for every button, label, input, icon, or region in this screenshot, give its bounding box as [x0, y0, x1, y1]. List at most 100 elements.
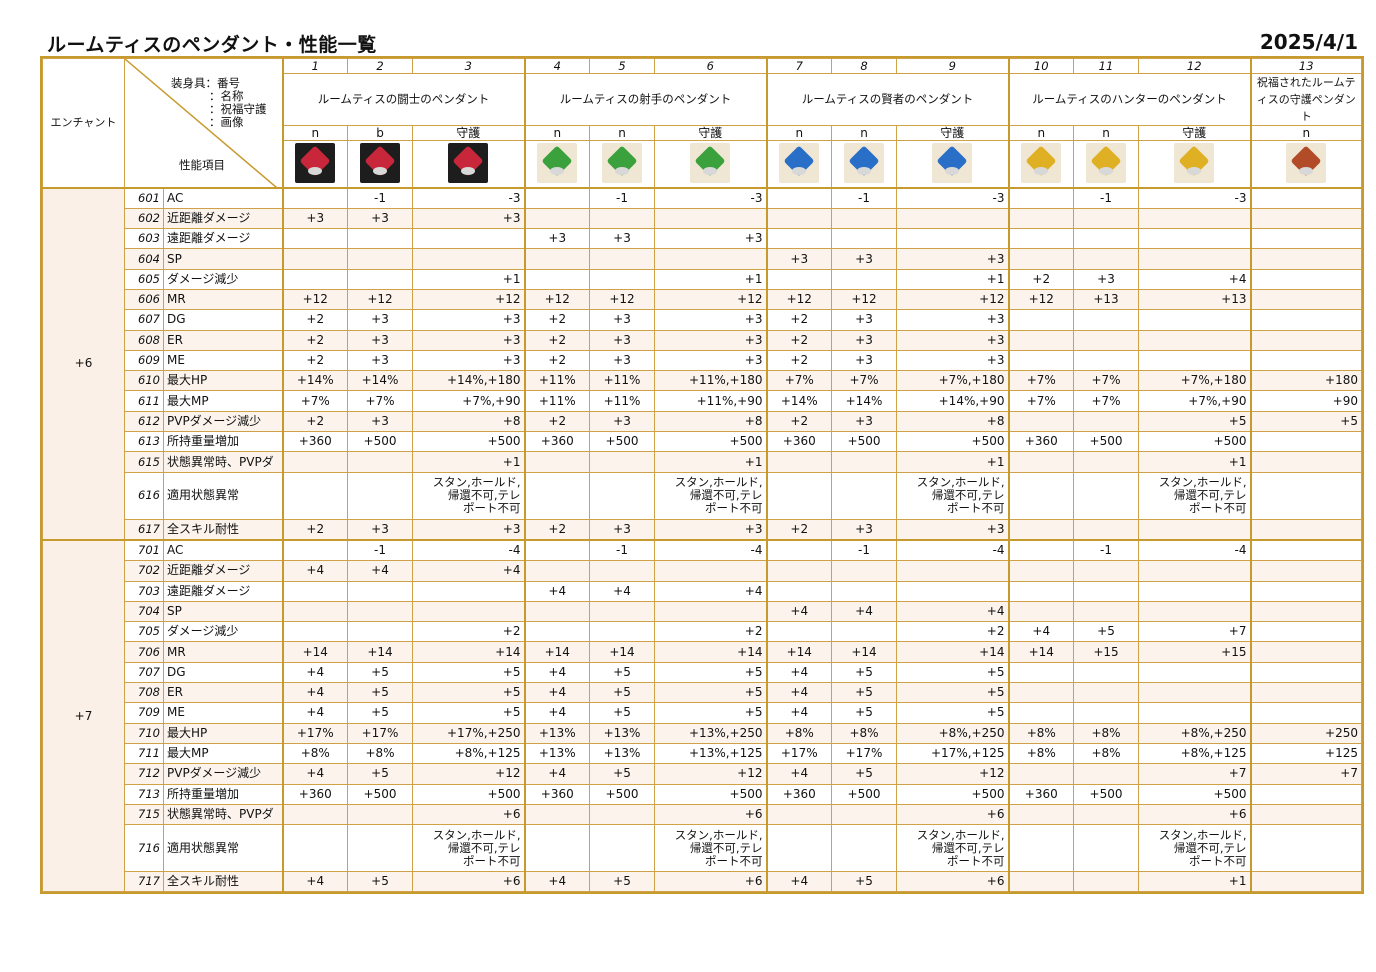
- value-cell: スタン,ホールド, 帰還不可,テレ ポート不可: [654, 471, 767, 520]
- pendant-blue-b-icon: [844, 142, 884, 183]
- value-cell: +5: [347, 763, 413, 785]
- value-cell: +8: [896, 410, 1009, 433]
- value-cell: +13: [1073, 288, 1139, 311]
- value-cell: +250: [1249, 722, 1362, 744]
- pendant-image-cell: [654, 140, 767, 188]
- value-cell: +7%: [1007, 390, 1074, 412]
- row-label: 適用状態異常: [163, 471, 283, 520]
- value-cell: -4: [1138, 538, 1251, 562]
- value-cell: [654, 207, 767, 230]
- value-cell: +13: [1138, 288, 1251, 311]
- pendant-image-cell: [347, 140, 413, 188]
- value-cell: +12: [589, 288, 655, 311]
- value-cell: +11%: [589, 390, 655, 412]
- value-cell: +5: [831, 763, 897, 785]
- value-cell: [281, 580, 348, 602]
- date-label: 2025/4/1: [1259, 30, 1358, 54]
- value-cell: +3: [831, 410, 897, 433]
- value-cell: +12: [281, 288, 348, 311]
- value-cell: [1249, 329, 1362, 351]
- value-cell: +500: [831, 783, 897, 805]
- row-number: 707: [124, 661, 164, 684]
- table-row: 617 全スキル耐性 +2 +3 +3 +2 +3 +3 +2 +3 +3: [43, 518, 1362, 541]
- value-cell: +4: [654, 580, 767, 602]
- value-cell: [1249, 471, 1362, 520]
- value-cell: +3: [589, 518, 655, 541]
- pendant-blue-icon: [779, 142, 820, 183]
- value-cell: [765, 560, 832, 582]
- pendant-type: n: [1073, 125, 1139, 141]
- value-cell: [589, 451, 655, 473]
- value-cell: [1138, 309, 1251, 331]
- value-cell: +5: [589, 702, 655, 724]
- pendant-type: b: [347, 125, 413, 141]
- value-cell: [831, 580, 897, 602]
- table-row: 713 所持重量増加 +360 +500 +500 +360 +500 +500 +360 +50…: [43, 783, 1362, 805]
- pendant-image-cell: [412, 140, 525, 188]
- value-cell: +4: [523, 661, 590, 684]
- pendant-gold-guard-icon: [1174, 142, 1215, 183]
- value-cell: +500: [347, 431, 413, 453]
- value-cell: +2: [654, 621, 767, 643]
- item-number: 5: [589, 58, 655, 74]
- item-number: 11: [1073, 58, 1139, 74]
- table-row: 615 状態異常時、PVPダ +1 +1 +1 +1: [43, 451, 1362, 473]
- value-cell: [1138, 518, 1251, 541]
- row-number: 603: [124, 228, 164, 250]
- value-cell: [1073, 803, 1139, 826]
- table-row: 606 MR +12 +12 +12 +12 +12 +12 +12 +12 +12 +12 +13 +1…: [43, 288, 1362, 311]
- pendant-type: 守護: [896, 125, 1009, 141]
- row-label: 状態異常時、PVPダ: [163, 451, 283, 473]
- row-label: 適用状態異常: [163, 824, 283, 873]
- row-label: DG: [163, 661, 283, 684]
- value-cell: +12: [896, 763, 1009, 785]
- value-cell: [1249, 621, 1362, 643]
- value-cell: [1073, 207, 1139, 230]
- value-cell: [281, 824, 348, 873]
- value-cell: +11%: [523, 370, 590, 392]
- pendant-type: n: [523, 125, 590, 141]
- value-cell: [1007, 871, 1074, 893]
- value-cell: [765, 471, 832, 520]
- value-cell: +14%,+90: [896, 390, 1009, 412]
- value-cell: +500: [654, 431, 767, 453]
- row-number: 608: [124, 329, 164, 351]
- value-cell: +3: [831, 349, 897, 372]
- value-cell: [831, 451, 897, 473]
- value-cell: [1007, 824, 1074, 873]
- value-cell: [765, 580, 832, 602]
- value-cell: [831, 824, 897, 873]
- value-cell: +4: [523, 702, 590, 724]
- table-row: 704 SP +4 +4 +4: [43, 600, 1362, 623]
- value-cell: [412, 580, 525, 602]
- pendant-type: n: [589, 125, 655, 141]
- value-cell: [1073, 248, 1139, 270]
- value-cell: +1: [896, 268, 1009, 290]
- value-cell: +14: [281, 641, 348, 663]
- value-cell: [523, 471, 590, 520]
- enchant-level: +7: [42, 538, 125, 893]
- value-cell: [1007, 349, 1074, 372]
- value-cell: [1007, 329, 1074, 351]
- pendant-type: n: [281, 125, 348, 141]
- row-number: 609: [124, 349, 164, 372]
- row-number: 612: [124, 410, 164, 433]
- value-cell: +4: [765, 661, 832, 684]
- value-cell: [1007, 600, 1074, 623]
- pendant-image-cell: [1249, 140, 1362, 188]
- row-label: 遠距離ダメージ: [163, 228, 283, 250]
- value-cell: +3: [589, 410, 655, 433]
- value-cell: [1007, 560, 1074, 582]
- table-row: 608 ER +2 +3 +3 +2 +3 +3 +2 +3 +3: [43, 329, 1362, 351]
- row-number: 610: [124, 370, 164, 392]
- value-cell: +500: [831, 431, 897, 453]
- value-cell: [1249, 207, 1362, 230]
- value-cell: +4: [765, 702, 832, 724]
- row-label: PVPダメージ減少: [163, 410, 283, 433]
- value-cell: [896, 560, 1009, 582]
- row-label: 最大HP: [163, 722, 283, 744]
- value-cell: +13%: [589, 722, 655, 744]
- value-cell: [1073, 518, 1139, 541]
- value-cell: +5: [347, 682, 413, 704]
- value-cell: [1073, 702, 1139, 724]
